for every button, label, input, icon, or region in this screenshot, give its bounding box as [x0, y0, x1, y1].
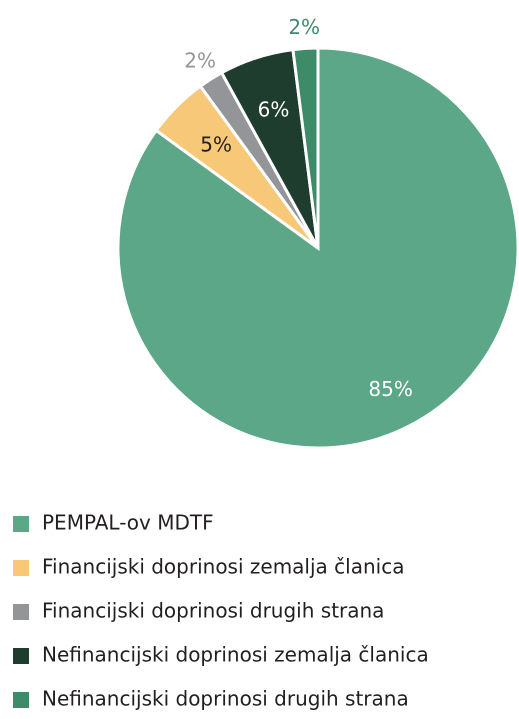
data-label: 85% [368, 377, 412, 401]
legend-label: Nefinancijski doprinosi zemalja članica [42, 643, 429, 667]
data-label: 5% [200, 133, 232, 157]
legend-swatch [13, 692, 29, 708]
legend-swatch [13, 560, 29, 576]
data-label: 6% [258, 98, 290, 122]
legend-swatch [13, 516, 29, 532]
legend-label: Financijski doprinosi zemalja članica [42, 555, 404, 579]
legend-swatch [13, 604, 29, 620]
legend-swatch [13, 648, 29, 664]
legend-label: PEMPAL-ov MDTF [42, 511, 214, 535]
pie-slice [291, 46, 320, 249]
data-label: 2% [288, 15, 320, 39]
data-label: 2% [184, 49, 216, 73]
legend-label: Financijski doprinosi drugih strana [42, 599, 384, 623]
legend-label: Nefinancijski doprinosi drugih strana [42, 687, 409, 711]
